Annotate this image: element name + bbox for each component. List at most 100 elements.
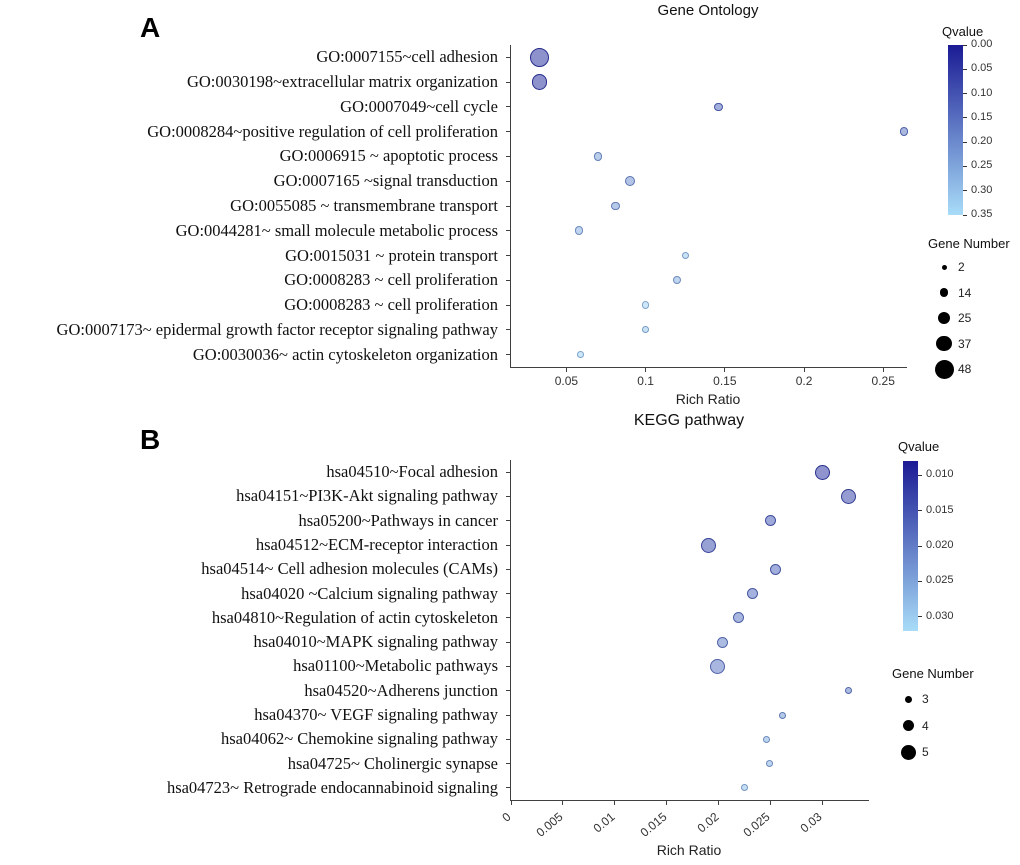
plot-area: 0 0.005 0.01 0.015 0.02 0.025 0.03 <box>499 460 869 840</box>
data-point <box>899 127 909 136</box>
category-label: hsa04810~Regulation of actin cytoskeleto… <box>211 607 498 627</box>
colorbar-tick <box>918 616 922 618</box>
data-point <box>765 760 773 768</box>
x-tick <box>562 800 564 805</box>
size-legend-dot <box>900 744 916 760</box>
colorbar-gradient <box>948 45 963 215</box>
category-label: hsa04151~PI3K-Akt signaling pathway <box>236 486 498 506</box>
data-point <box>530 47 549 67</box>
category-label: hsa04020 ~Calcium signaling pathway <box>241 583 498 603</box>
data-point <box>611 201 620 211</box>
colorbar-tick <box>963 117 967 119</box>
y-tick <box>506 568 511 570</box>
category-label: hsa05200~Pathways in cancer <box>298 510 498 530</box>
size-legend-dot <box>939 288 949 297</box>
colorbar-tick <box>963 44 967 46</box>
size-legend: 3 4 5 <box>894 686 984 776</box>
category-label: hsa04062~ Chemokine signaling pathway <box>220 729 498 749</box>
category-label: hsa01100~Metabolic pathways <box>293 656 498 676</box>
y-tick <box>506 81 511 83</box>
category-label: hsa04370~ VEGF signaling pathway <box>254 705 498 724</box>
y-tick <box>506 304 511 306</box>
colorbar-tick-label: 0.015 <box>926 503 954 516</box>
data-point <box>673 276 682 285</box>
x-tick <box>565 367 567 372</box>
data-point <box>747 588 759 600</box>
size-legend-dot <box>934 359 954 379</box>
data-point <box>779 711 787 719</box>
panel-a-label: A <box>140 12 161 43</box>
data-point <box>709 658 725 674</box>
x-tick <box>718 800 720 805</box>
y-tick <box>506 155 511 157</box>
colorbar-tick-label: 0.025 <box>926 574 954 587</box>
size-legend-item: 14 <box>930 280 1020 306</box>
y-tick <box>506 787 511 789</box>
y-tick <box>506 329 511 331</box>
colorbar-tick <box>918 545 922 547</box>
data-point <box>764 515 776 527</box>
x-tick <box>821 800 823 805</box>
panel-b-label: B <box>140 424 161 455</box>
colorbar-tick-label: 0.30 <box>971 183 993 196</box>
size-legend-label: 5 <box>922 745 929 759</box>
category-label: GO:0044281~ small molecule metabolic pro… <box>175 220 498 240</box>
colorbar-tick-label: 0.020 <box>926 539 954 551</box>
y-axis-labels: GO:0007155~cell adhesion GO:0030198~extra… <box>0 45 500 367</box>
colorbar-tick <box>918 580 922 582</box>
x-tick-label: 0.15 <box>713 374 737 388</box>
colorbar: 0.010 0.015 0.020 0.025 0.030 <box>903 461 954 631</box>
colorbar-tick-label: 0.15 <box>971 110 993 123</box>
category-label: GO:0030198~extracellular matrix organiza… <box>186 72 498 92</box>
y-tick <box>506 279 511 281</box>
y-tick <box>506 131 511 133</box>
data-point <box>714 102 723 112</box>
colorbar-tick-label: 0.00 <box>971 38 993 50</box>
data-point <box>681 251 689 260</box>
x-tick <box>724 367 726 372</box>
data-point <box>814 464 830 480</box>
chart-title-kegg-pathway: KEGG pathway <box>633 412 745 429</box>
size-legend-item: 5 <box>894 739 984 765</box>
size-legend-dot <box>938 312 950 324</box>
size-legend-item: 48 <box>930 356 1020 382</box>
y-tick <box>506 230 511 232</box>
data-point <box>574 226 584 236</box>
category-label: GO:0007049~cell cycle <box>340 96 498 116</box>
data-point <box>770 563 782 575</box>
x-tick-label: 0 <box>499 809 514 825</box>
x-axis-title: Rich Ratio <box>656 842 722 858</box>
y-tick <box>506 205 511 207</box>
y-tick <box>506 471 511 473</box>
category-label: GO:0030036~ actin cytoskeleton organizat… <box>192 344 498 364</box>
x-tick <box>769 800 771 805</box>
x-tick <box>803 367 805 372</box>
category-label: hsa04725~ Cholinergic synapse <box>287 753 498 773</box>
data-point <box>593 152 603 161</box>
y-tick <box>506 255 511 257</box>
colorbar-tick <box>963 141 967 143</box>
category-label: hsa04510~Focal adhesion <box>326 462 498 482</box>
chart-title-gene-ontology: Gene Ontology <box>657 2 759 19</box>
y-tick <box>506 763 511 765</box>
colorbar-tick <box>918 474 922 476</box>
colorbar-tick-label: 0.20 <box>971 135 993 148</box>
colorbar-tick-label: 0.030 <box>926 609 954 622</box>
colorbar-tick <box>963 165 967 167</box>
colorbar-title: Qvalue <box>942 24 984 39</box>
data-point <box>717 636 729 648</box>
y-tick <box>506 665 511 667</box>
data-point <box>624 175 636 187</box>
category-label: hsa04512~ECM-receptor interaction <box>255 535 498 554</box>
y-tick <box>506 520 511 522</box>
size-legend-label: 37 <box>958 336 972 351</box>
colorbar-tick-label: 0.25 <box>971 159 993 172</box>
data-point <box>531 74 548 90</box>
x-tick <box>666 800 668 805</box>
y-tick <box>506 617 511 619</box>
colorbar-tick <box>963 68 967 70</box>
size-legend-label: 25 <box>958 311 972 325</box>
size-legend: 2 14 25 37 48 <box>930 254 1020 394</box>
size-legend-item: 37 <box>930 331 1020 357</box>
